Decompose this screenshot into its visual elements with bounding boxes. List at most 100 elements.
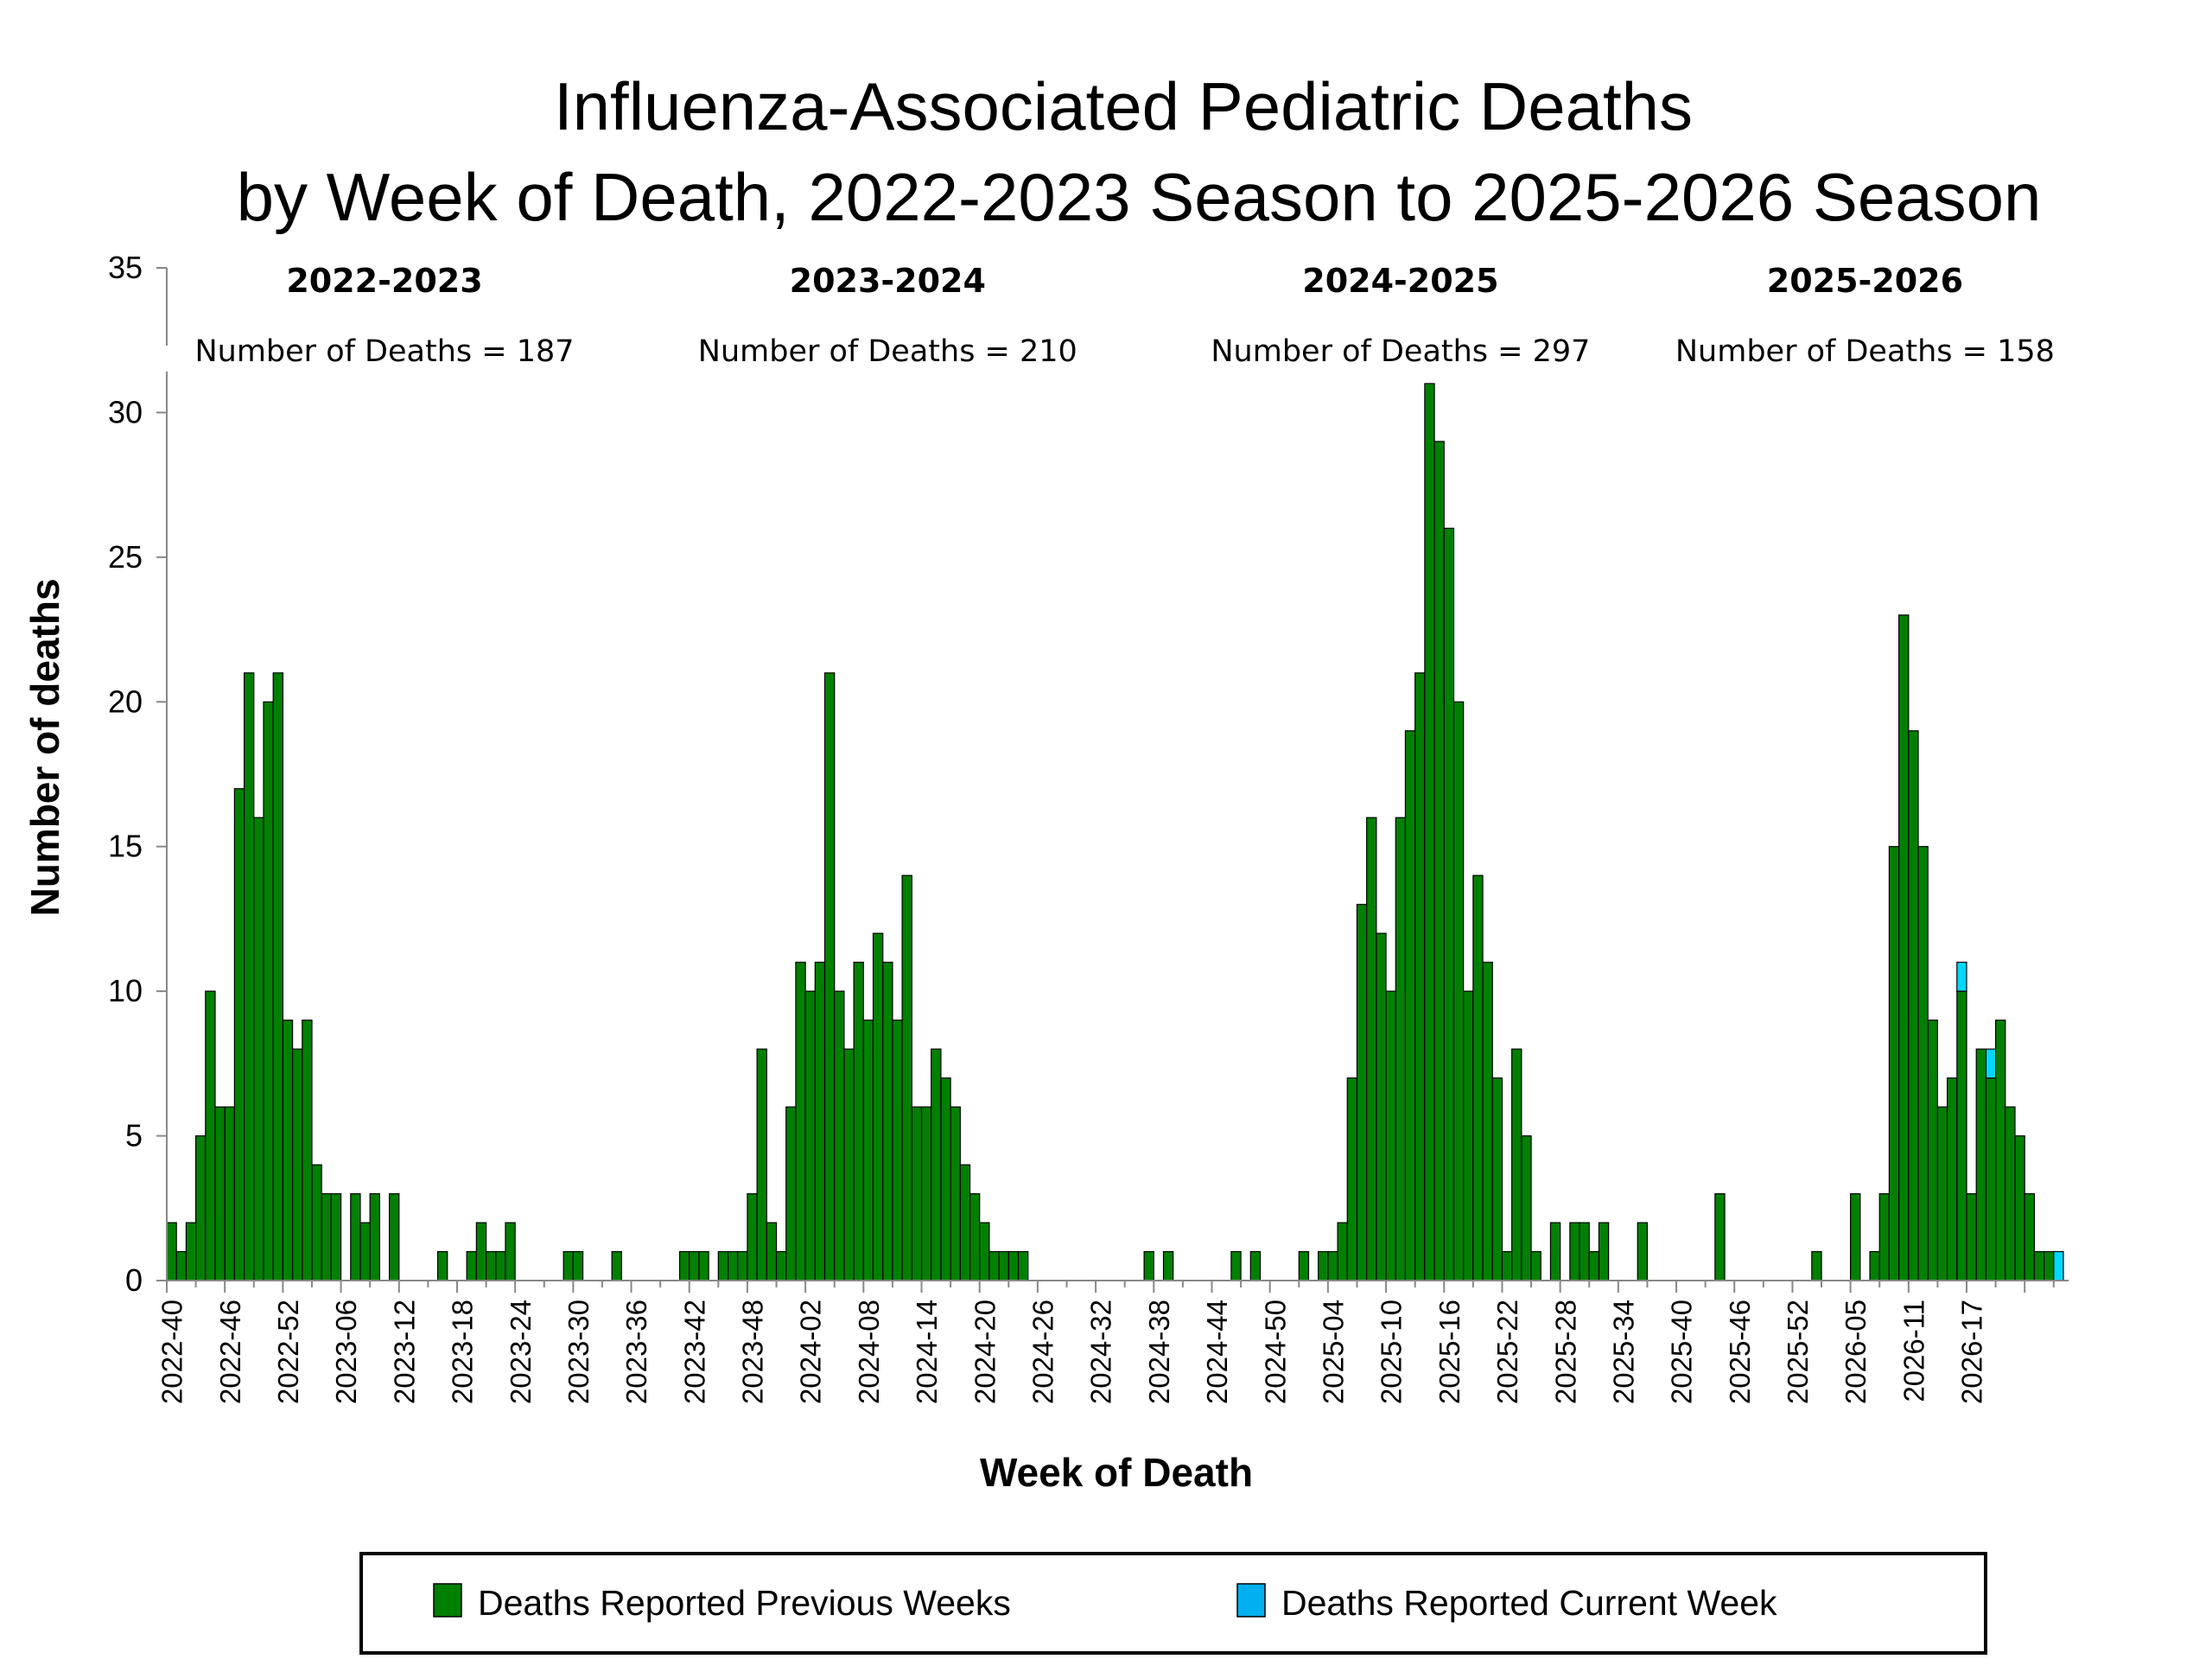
bar-previous-week <box>843 1048 855 1281</box>
x-tick-label: 2025-46 <box>1724 1300 1756 1404</box>
bar-previous-week <box>311 1164 322 1281</box>
bar-previous-week <box>1366 817 1377 1281</box>
bar-previous-week <box>1346 1077 1358 1281</box>
x-tick-label: 2025-04 <box>1317 1300 1349 1404</box>
bar-previous-week <box>350 1192 361 1281</box>
bar-previous-week <box>1501 1250 1513 1281</box>
bar-previous-week <box>940 1077 951 1281</box>
bar-previous-week <box>1898 614 1910 1281</box>
bar-previous-week <box>253 817 264 1281</box>
x-tick-label: 2023-18 <box>447 1300 479 1404</box>
bar-previous-week <box>205 990 216 1281</box>
bar-previous-week <box>466 1250 477 1281</box>
bar-previous-week <box>1143 1250 1154 1281</box>
bar-previous-week <box>862 1020 874 1281</box>
y-tick-label: 15 <box>108 829 143 864</box>
bar-previous-week <box>920 1106 932 1281</box>
bar-previous-week <box>436 1250 448 1281</box>
bar-previous-week <box>282 1020 294 1281</box>
bar-previous-week <box>756 1048 767 1281</box>
bar-previous-week <box>1404 730 1416 1281</box>
bar-previous-week <box>1569 1222 1580 1281</box>
bar-previous-week <box>388 1192 400 1281</box>
bar-previous-week <box>872 932 884 1281</box>
x-tick-label: 2026-11 <box>1897 1300 1929 1402</box>
legend-box <box>359 1552 1987 1655</box>
x-tick-label: 2023-42 <box>678 1300 710 1404</box>
bar-previous-week <box>1588 1250 1600 1281</box>
x-tick-label: 2024-14 <box>911 1300 943 1404</box>
bar-previous-week <box>1869 1250 1880 1281</box>
bar-previous-week <box>834 990 845 1281</box>
bar-previous-week <box>1230 1250 1242 1281</box>
x-tick-label: 2024-44 <box>1201 1300 1233 1404</box>
bar-previous-week <box>233 788 245 1281</box>
bar-previous-week <box>1936 1106 1948 1281</box>
bar-previous-week <box>185 1222 197 1281</box>
y-tick-label: 35 <box>108 250 143 285</box>
x-tick-label: 2026-17 <box>1956 1300 1988 1404</box>
bar-previous-week <box>495 1250 506 1281</box>
bar-previous-week <box>882 962 893 1281</box>
bar-previous-week <box>911 1106 923 1281</box>
bar-previous-week <box>747 1192 758 1281</box>
bar-previous-week <box>1463 990 1474 1281</box>
x-tick-label: 2025-10 <box>1376 1300 1408 1404</box>
bar-previous-week <box>775 1250 787 1281</box>
season-death-count: Number of Deaths = 158 <box>1675 334 2055 369</box>
bar-previous-week <box>737 1250 748 1281</box>
axes: 0 5 10 15 20 25 30 35 2022-40 2022-46 2022-52 2023-… <box>108 250 2069 1404</box>
x-tick-label: 2023-12 <box>388 1300 420 1404</box>
bar-previous-week <box>175 1250 187 1281</box>
bar-previous-week <box>263 701 274 1281</box>
bar-previous-week <box>1850 1192 1861 1281</box>
bar-previous-week <box>678 1250 690 1281</box>
bar-previous-week <box>1811 1250 1822 1281</box>
bar-previous-week <box>1007 1250 1020 1281</box>
bar-previous-week <box>1579 1222 1590 1281</box>
bar-previous-week <box>1530 1250 1541 1281</box>
bar-previous-week <box>1917 846 1929 1281</box>
y-tick-label: 30 <box>108 394 143 429</box>
y-tick-label: 0 <box>125 1262 143 1298</box>
legend: Deaths Reported Previous Weeks Deaths Re… <box>359 1552 1987 1655</box>
bar-previous-week <box>1714 1192 1726 1281</box>
y-tick-label: 10 <box>108 973 143 1008</box>
bar-previous-week <box>1443 527 1455 1281</box>
bar-current-week <box>1956 962 1967 992</box>
bar-previous-week <box>1908 730 1919 1281</box>
bar-previous-week <box>727 1250 739 1281</box>
x-tick-label: 2025-52 <box>1782 1300 1814 1404</box>
bar-previous-week <box>1947 1077 1958 1281</box>
bar-previous-week <box>1472 874 1484 1281</box>
bar-previous-week <box>804 990 816 1281</box>
bar-previous-week <box>969 1192 981 1281</box>
bar-previous-week <box>611 1250 622 1281</box>
bar-previous-week <box>1975 1048 1987 1281</box>
x-tick-label: 2024-50 <box>1259 1300 1291 1404</box>
x-tick-label: 2024-02 <box>795 1300 827 1404</box>
bar-current-week <box>1985 1048 1997 1079</box>
x-tick-label: 2026-05 <box>1840 1300 1872 1404</box>
bar-previous-week <box>1956 990 1967 1281</box>
bar-previous-week <box>572 1250 584 1281</box>
season-death-count: Number of Deaths = 187 <box>194 334 574 369</box>
bar-previous-week <box>475 1222 487 1281</box>
bar-previous-week <box>1327 1250 1338 1281</box>
bar-previous-week <box>717 1250 729 1281</box>
bar-previous-week <box>1482 962 1493 1281</box>
season-death-count: Number of Deaths = 297 <box>1211 334 1590 369</box>
bar-previous-week <box>291 1048 303 1281</box>
bar-previous-week <box>1414 672 1426 1281</box>
bar-previous-week <box>2033 1250 2045 1281</box>
bar-previous-week <box>950 1106 961 1281</box>
bar-previous-week <box>330 1192 342 1281</box>
bar-previous-week <box>195 1135 207 1281</box>
bar-previous-week <box>901 874 912 1281</box>
bar-previous-week <box>272 672 283 1281</box>
bar-previous-week <box>853 962 864 1281</box>
bar-previous-week <box>321 1192 332 1281</box>
y-tick-label: 20 <box>108 683 143 719</box>
bar-previous-week <box>243 672 255 1281</box>
x-tick-label: 2022-40 <box>156 1300 188 1404</box>
